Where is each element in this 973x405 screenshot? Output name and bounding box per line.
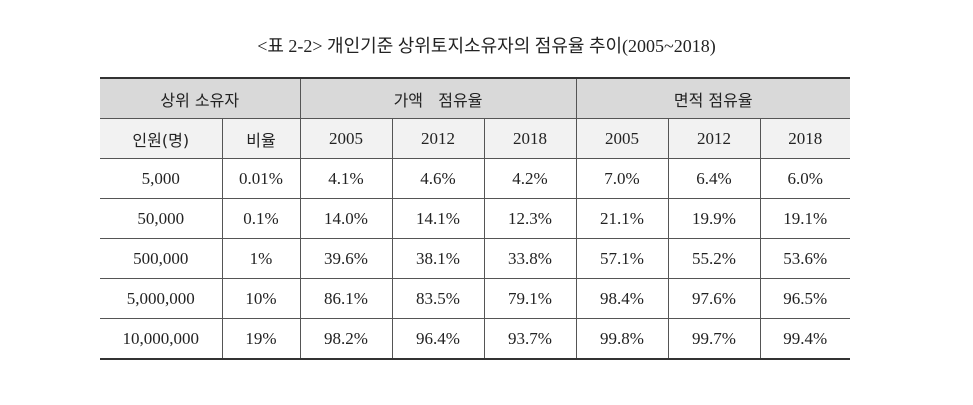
data-cell: 4.2% xyxy=(483,158,576,199)
data-cell: 4.1% xyxy=(299,158,392,199)
data-cell: 10,000,000 xyxy=(100,318,222,360)
data-cell: 50,000 xyxy=(100,198,222,239)
data-cell: 7.0% xyxy=(575,158,668,199)
data-cell: 5,000 xyxy=(100,158,222,199)
sub-header-cell: 2018 xyxy=(483,118,576,159)
data-row: 500,000 1% 39.6% 38.1% 33.8% 57.1% 55.2% 53.6% xyxy=(100,238,851,279)
data-cell: 14.1% xyxy=(391,198,484,239)
data-cell: 19% xyxy=(221,318,300,360)
group-header-row: 상위 소유자 가액 점유율 면적 점유율 xyxy=(100,77,851,119)
group-header-cell: 가액 점유율 xyxy=(299,77,576,119)
sub-header-cell: 인원(명) xyxy=(100,118,222,159)
data-cell: 53.6% xyxy=(759,238,851,279)
data-cell: 19.9% xyxy=(667,198,760,239)
data-cell: 98.2% xyxy=(299,318,392,360)
data-cell: 57.1% xyxy=(575,238,668,279)
data-cell: 14.0% xyxy=(299,198,392,239)
data-cell: 97.6% xyxy=(667,278,760,319)
data-row: 5,000 0.01% 4.1% 4.6% 4.2% 7.0% 6.4% 6.0% xyxy=(100,158,851,199)
data-cell: 96.5% xyxy=(759,278,851,319)
data-cell: 21.1% xyxy=(575,198,668,239)
data-cell: 0.1% xyxy=(221,198,300,239)
data-cell: 33.8% xyxy=(483,238,576,279)
data-cell: 10% xyxy=(221,278,300,319)
data-cell: 83.5% xyxy=(391,278,484,319)
data-cell: 96.4% xyxy=(391,318,484,360)
data-row: 10,000,000 19% 98.2% 96.4% 93.7% 99.8% 99.7% 99… xyxy=(100,318,851,360)
group-header-cell: 상위 소유자 xyxy=(100,77,300,119)
data-cell: 12.3% xyxy=(483,198,576,239)
group-header-cell: 면적 점유율 xyxy=(575,77,851,119)
data-cell: 39.6% xyxy=(299,238,392,279)
data-cell: 79.1% xyxy=(483,278,576,319)
data-cell: 99.4% xyxy=(759,318,851,360)
data-cell: 93.7% xyxy=(483,318,576,360)
sub-header-cell: 2018 xyxy=(759,118,851,159)
data-row: 5,000,000 10% 86.1% 83.5% 79.1% 98.4% 97.6% 96.… xyxy=(100,278,851,319)
data-cell: 55.2% xyxy=(667,238,760,279)
table-title: <표 2-2> 개인기준 상위토지소유자의 점유율 추이(2005~2018) xyxy=(257,36,716,56)
data-cell: 86.1% xyxy=(299,278,392,319)
sub-header-row: 인원(명) 비율 2005 2012 2018 2005 2012 2018 xyxy=(100,118,851,159)
data-cell: 19.1% xyxy=(759,198,851,239)
sub-header-cell: 2005 xyxy=(575,118,668,159)
data-cell: 4.6% xyxy=(391,158,484,199)
data-cell: 500,000 xyxy=(100,238,222,279)
sub-header-cell: 비율 xyxy=(221,118,300,159)
sub-header-cell: 2005 xyxy=(299,118,392,159)
data-cell: 6.4% xyxy=(667,158,760,199)
data-cell: 99.8% xyxy=(575,318,668,360)
data-cell: 6.0% xyxy=(759,158,851,199)
data-cell: 0.01% xyxy=(221,158,300,199)
sub-header-cell: 2012 xyxy=(391,118,484,159)
table-body: 상위 소유자 가액 점유율 면적 점유율 인원(명) 비율 2005 2012 2018 200… xyxy=(100,77,851,360)
data-cell: 98.4% xyxy=(575,278,668,319)
data-cell: 99.7% xyxy=(667,318,760,360)
sub-header-cell: 2012 xyxy=(667,118,760,159)
data-cell: 38.1% xyxy=(391,238,484,279)
data-cell: 5,000,000 xyxy=(100,278,222,319)
data-row: 50,000 0.1% 14.0% 14.1% 12.3% 21.1% 19.9% 19.1% xyxy=(100,198,851,239)
data-table: 상위 소유자 가액 점유율 면적 점유율 인원(명) 비율 2005 2012 2018 200… xyxy=(100,77,851,360)
data-cell: 1% xyxy=(221,238,300,279)
